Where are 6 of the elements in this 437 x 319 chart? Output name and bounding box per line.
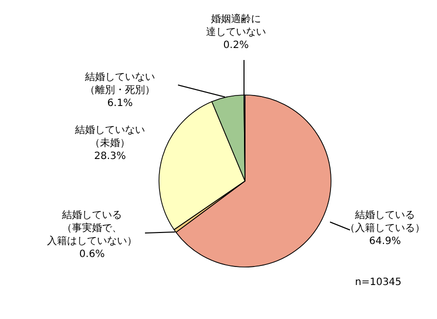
data-label: 結婚している（事実婚で、入籍はしていない） 0.6% — [47, 210, 137, 260]
data-label: 結婚していない（未婚） 28.3% — [75, 125, 145, 162]
data-label: 婚姻適齢に達していない 0.2% — [206, 14, 266, 51]
data-label: 結婚している（入籍している） 64.9% — [345, 210, 425, 247]
text: n=10345 — [355, 277, 402, 288]
data-label: 結婚していない（離別・死別） 6.1% — [85, 72, 155, 109]
